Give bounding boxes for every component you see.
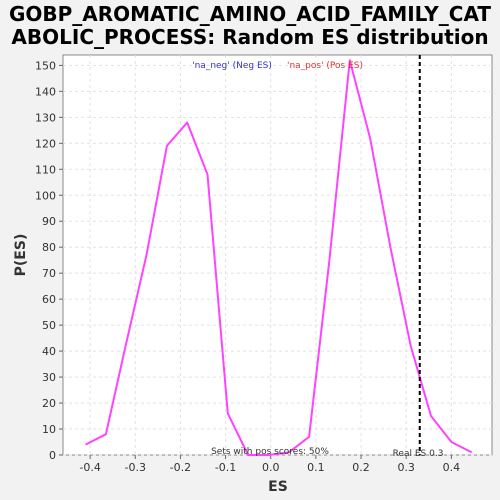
y-tick-label: 80 [42,241,56,254]
y-tick-label: 20 [42,397,56,410]
grid [63,55,492,456]
legend-neg-label: 'na_neg' (Neg ES) [192,61,272,71]
legend-pos-label: 'na_pos' (Pos ES) [287,61,363,71]
y-tick-label: 60 [42,293,56,306]
chart-title-line-2: ABOLIC_PROCESS: Random ES distribution [11,25,488,49]
y-tick-label: 40 [42,345,56,358]
pos-scores-annotation: Sets with pos scores: 50% [211,447,329,457]
x-tick-label: -0.1 [215,461,236,474]
x-axis-label: ES [268,479,288,495]
y-tick-label: 30 [42,371,56,384]
chart-title-line-1: GOBP_AROMATIC_AMINO_ACID_FAMILY_CAT [9,2,491,26]
es-distribution-line [85,59,473,456]
y-tick-label: 50 [42,319,56,332]
x-tick-label: 0.2 [352,461,370,474]
y-tick-label: 110 [35,163,56,176]
x-tick-label: 0.1 [307,461,325,474]
x-tick-label: 0.4 [443,461,461,474]
x-axis-ticks: -0.4 -0.3 -0.2 -0.1 0.0 0.1 0.2 0.3 0.4 [79,455,460,474]
y-tick-label: 10 [42,423,56,436]
real-es-label: Real ES 0.3 [393,449,444,459]
y-tick-label: 140 [35,85,56,98]
y-tick-label: 120 [35,137,56,150]
x-tick-label: 0.3 [397,461,415,474]
y-tick-label: 0 [49,449,56,462]
x-tick-label: 0.0 [262,461,280,474]
y-axis-ticks: 0 10 20 30 40 50 60 70 80 90 100 110 120 130 140 150 [35,59,63,462]
y-tick-label: 150 [35,59,56,72]
y-tick-label: 70 [42,267,56,280]
series-layer [85,59,473,456]
plot-area [62,54,493,456]
x-tick-label: -0.3 [125,461,146,474]
y-tick-label: 100 [35,189,56,202]
x-tick-label: -0.2 [170,461,191,474]
x-tick-label: -0.4 [79,461,100,474]
y-tick-label: 90 [42,215,56,228]
y-tick-label: 130 [35,111,56,124]
y-axis-label: P(ES) [13,234,29,277]
